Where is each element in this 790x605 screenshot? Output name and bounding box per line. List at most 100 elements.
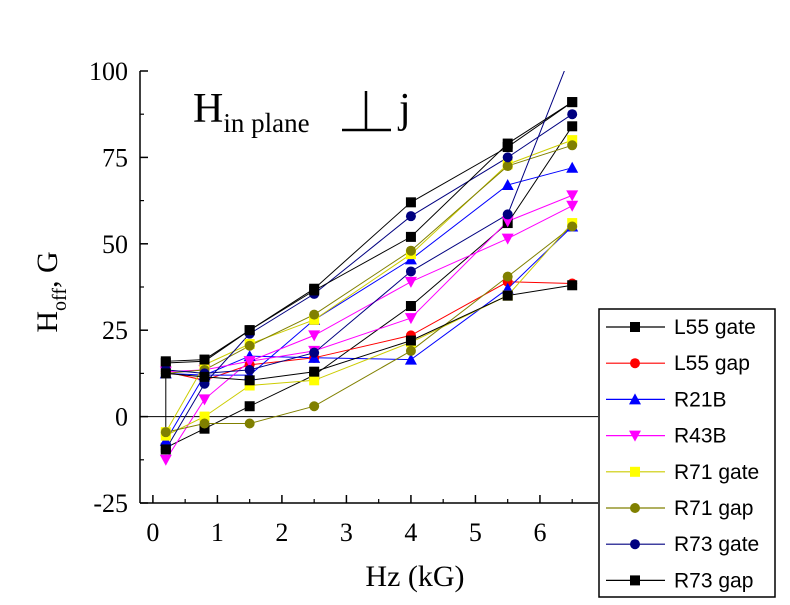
annotation-label: Hin plane j <box>193 86 411 138</box>
svg-text:Hin plane: Hin plane <box>193 86 310 138</box>
data-point <box>309 309 320 320</box>
data-point <box>502 138 513 149</box>
series-markers <box>160 140 578 438</box>
data-point <box>199 354 210 365</box>
data-point <box>199 371 210 382</box>
data-point <box>244 418 255 429</box>
data-point <box>502 161 513 172</box>
data-point <box>309 347 320 358</box>
data-point <box>244 340 255 351</box>
y-axis-title: Hoff, G <box>31 251 71 332</box>
data-point <box>199 418 210 429</box>
data-point <box>404 353 417 365</box>
x-tick-label: 6 <box>533 518 546 547</box>
legend-marker <box>630 503 640 513</box>
series-line <box>165 144 573 374</box>
legend-marker <box>630 322 640 332</box>
data-point <box>160 356 171 367</box>
data-point <box>199 411 210 422</box>
data-point <box>405 345 416 356</box>
data-point <box>243 356 256 368</box>
series-line <box>165 167 573 442</box>
data-point <box>244 375 255 386</box>
y-tick-label: 100 <box>89 57 128 86</box>
data-point <box>567 135 578 146</box>
series-markers <box>160 276 578 386</box>
legend-item: R71 gate <box>606 461 759 484</box>
data-point <box>566 161 579 173</box>
series-markers <box>159 190 579 466</box>
legend-item: R73 gate <box>606 533 759 556</box>
plot-frame <box>139 71 598 504</box>
series-line <box>165 101 573 450</box>
series-markers <box>160 97 578 455</box>
x-tick-label: 0 <box>146 518 159 547</box>
x-tick-label: 5 <box>469 518 482 547</box>
data-point <box>567 140 578 151</box>
data-point <box>405 301 416 312</box>
data-point <box>405 245 416 256</box>
series-line <box>165 226 573 376</box>
legend-item: R71 gap <box>606 497 753 520</box>
legend-item: L55 gap <box>606 352 750 375</box>
data-point <box>567 221 578 232</box>
series-line <box>165 222 573 437</box>
data-point <box>244 325 255 336</box>
data-point <box>160 444 171 455</box>
data-point <box>567 280 578 291</box>
data-point <box>567 109 578 120</box>
data-point <box>566 190 579 202</box>
x-tick-label: 4 <box>404 518 417 547</box>
data-point <box>160 368 171 379</box>
data-point <box>405 231 416 242</box>
legend-marker <box>629 393 641 405</box>
series-markers <box>160 97 578 453</box>
data-point <box>405 211 416 222</box>
x-tick-label: 1 <box>211 518 224 547</box>
data-point <box>567 121 578 132</box>
data-point <box>405 335 416 346</box>
data-point <box>309 366 320 377</box>
data-point <box>501 216 514 228</box>
data-point <box>501 233 514 245</box>
legend-marker <box>630 466 640 477</box>
y-tick-label: 0 <box>115 403 128 432</box>
series-markers <box>159 161 579 446</box>
legend-label: L55 gap <box>674 352 750 375</box>
legend-label: R21B <box>674 388 727 411</box>
data-point <box>309 401 320 412</box>
legend-box <box>598 308 776 598</box>
data-point <box>199 359 210 370</box>
data-point <box>567 97 578 108</box>
y-tick-label: 25 <box>102 316 128 345</box>
data-point <box>405 266 416 277</box>
legend-label: R71 gap <box>674 497 753 520</box>
data-point <box>244 380 255 391</box>
legend-marker <box>630 539 640 550</box>
svg-text:j: j <box>397 86 411 132</box>
legend-label: R73 gate <box>674 533 759 556</box>
y-tick-label: 50 <box>102 230 128 259</box>
data-point <box>502 209 513 220</box>
legend-label: R43B <box>674 425 727 448</box>
data-point <box>244 364 255 375</box>
data-point <box>309 285 320 296</box>
data-point <box>198 394 211 406</box>
x-axis-title: Hz (kG) <box>365 560 464 593</box>
data-point <box>501 179 514 191</box>
data-point <box>404 313 417 325</box>
data-point <box>159 454 172 466</box>
legend: L55 gate L55 gap R21B R43B R71 gate R71 gap R7… <box>598 308 776 598</box>
data-point <box>404 276 417 288</box>
data-point <box>199 423 210 434</box>
x-tick-label: 2 <box>275 518 288 547</box>
legend-marker <box>629 430 641 442</box>
data-point <box>160 427 171 438</box>
data-point <box>405 197 416 208</box>
series-line <box>165 126 573 449</box>
legend-item: R21B <box>606 388 727 411</box>
x-tick-label: 3 <box>340 518 353 547</box>
series-layer <box>159 71 579 466</box>
legend-label: R73 gap <box>674 569 753 592</box>
